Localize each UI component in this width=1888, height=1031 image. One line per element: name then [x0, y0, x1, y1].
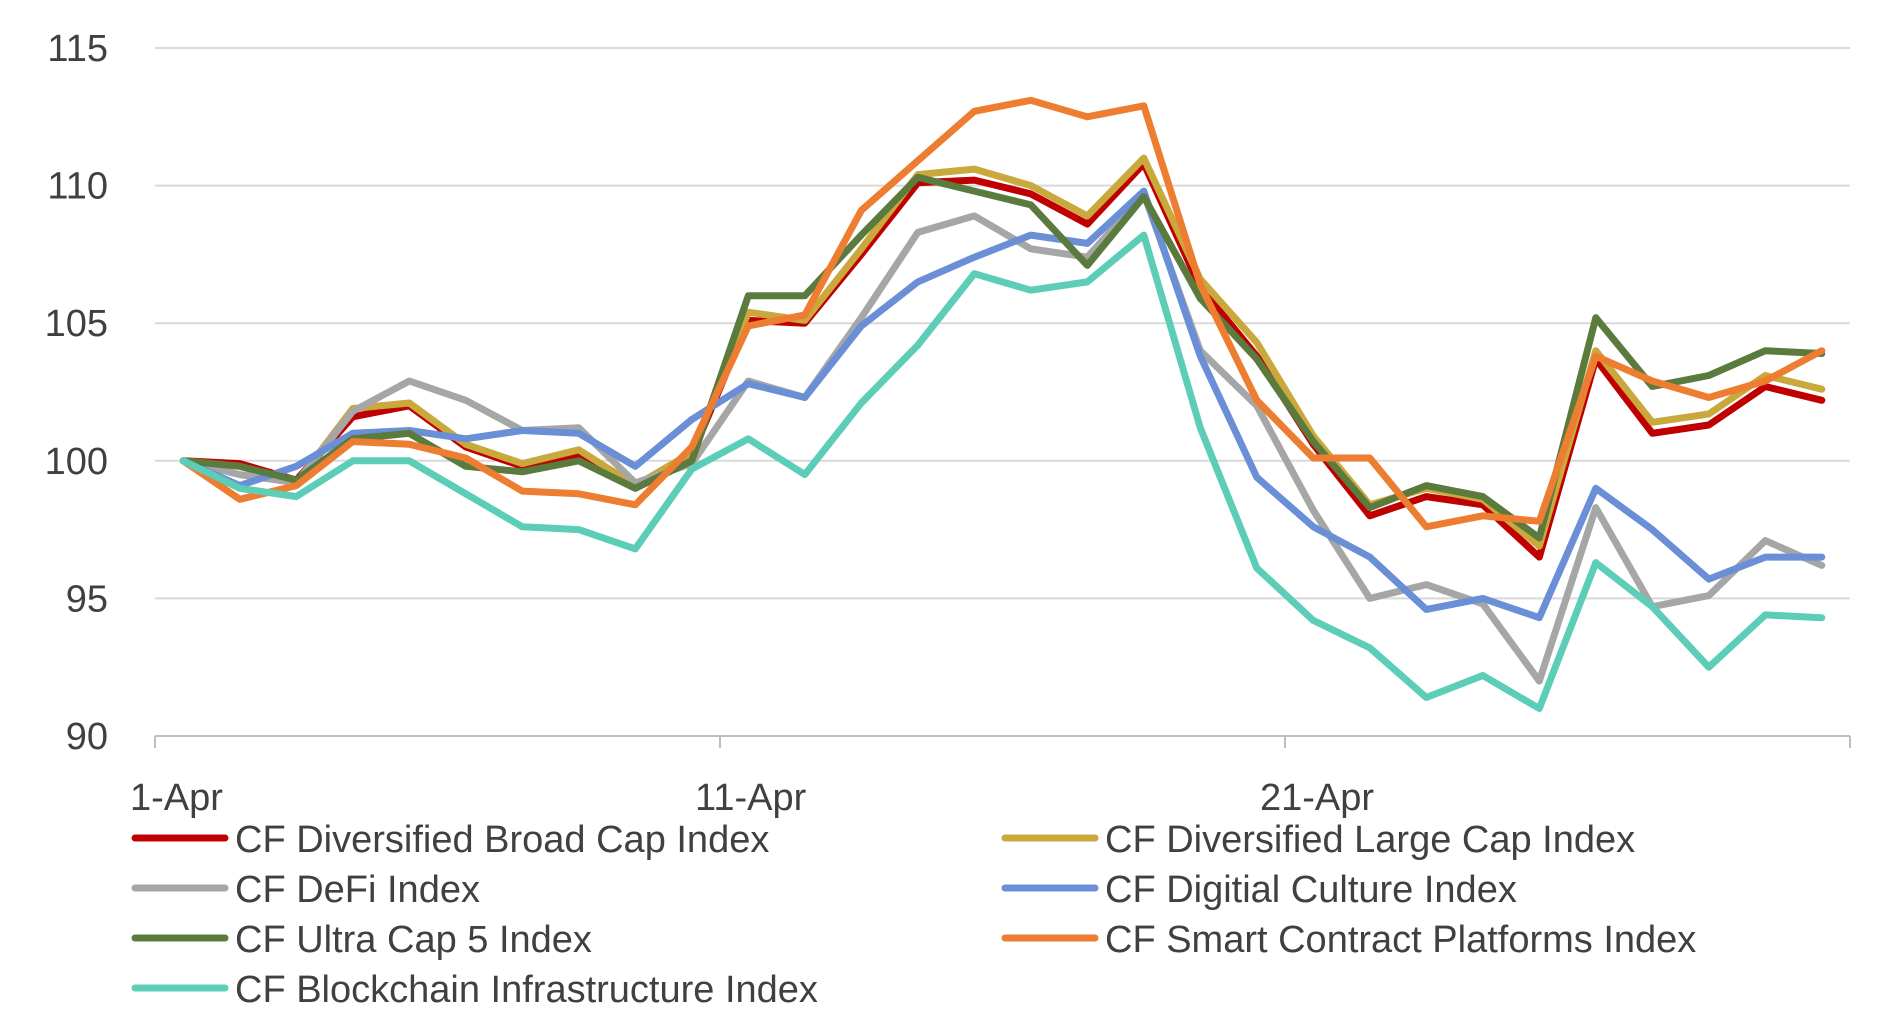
- axes: 90 95 100 105 110 115 1-Apr 11-Apr 21-Apr: [45, 28, 1851, 819]
- series-line-6: [179, 96, 1826, 531]
- series-line-3: [179, 190, 1826, 685]
- y-tick-label: 95: [66, 578, 108, 620]
- y-tick-label: 115: [47, 28, 108, 70]
- legend-label: CF Diversified Large Cap Index: [1105, 819, 1635, 861]
- x-tick-label: 21-Apr: [1260, 777, 1374, 819]
- x-tick-label: 1-Apr: [130, 777, 223, 819]
- y-tick-label: 90: [66, 716, 108, 758]
- series-line-1: [179, 160, 1826, 561]
- legend-label: CF Diversified Broad Cap Index: [235, 819, 769, 861]
- y-tick-label: 105: [45, 303, 108, 345]
- series-line-7: [179, 231, 1826, 712]
- legend-label: CF Ultra Cap 5 Index: [235, 919, 592, 961]
- legend-label: CF DeFi Index: [235, 869, 480, 911]
- legend-label: CF Blockchain Infrastructure Index: [235, 969, 818, 1011]
- series-line-2: [179, 154, 1826, 550]
- x-tick-label: 11-Apr: [695, 777, 807, 819]
- legend-label: CF Digitial Culture Index: [1105, 869, 1517, 911]
- series-line-4: [179, 187, 1826, 622]
- y-tick-label: 100: [45, 441, 108, 483]
- legend-label: CF Smart Contract Platforms Index: [1105, 919, 1696, 961]
- legend: CF Diversified Broad Cap Index CF Diversi…: [131, 819, 1696, 1011]
- series-lines: [179, 96, 1826, 712]
- y-tick-label: 110: [47, 166, 108, 208]
